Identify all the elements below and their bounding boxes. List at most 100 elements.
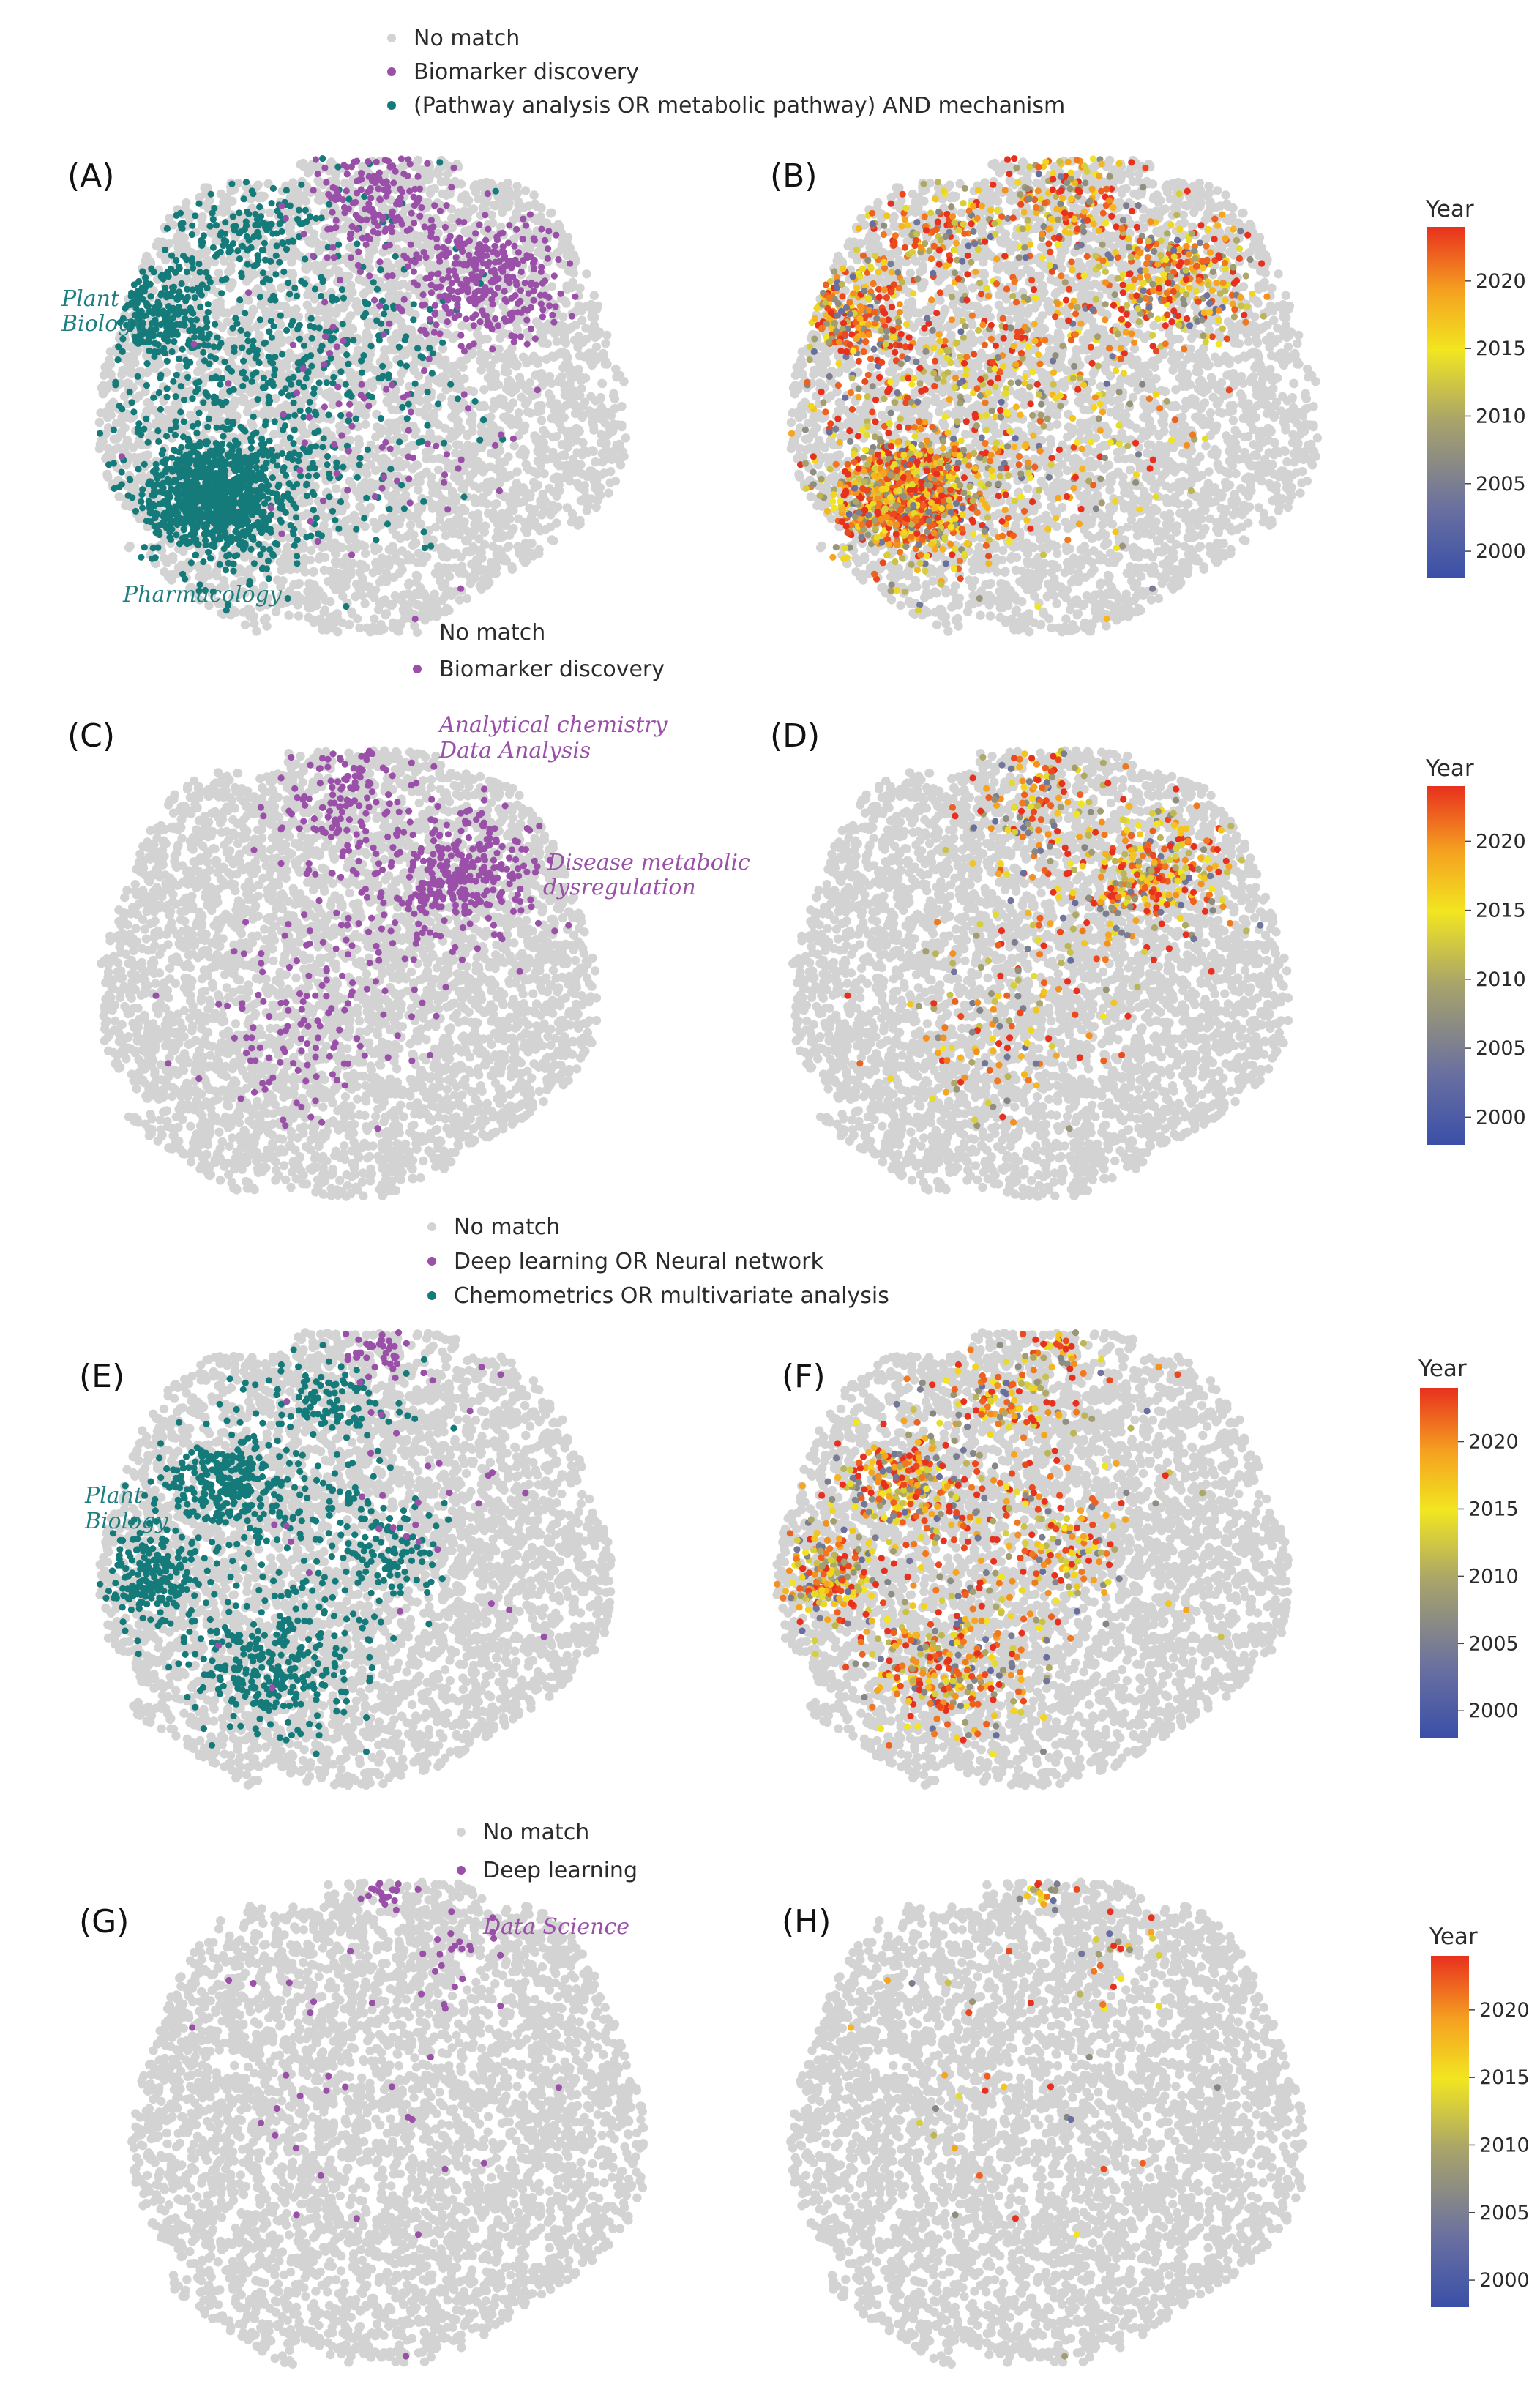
no-match-point: [534, 481, 542, 490]
no-match-point: [601, 441, 610, 450]
no-match-point: [484, 509, 493, 518]
no-match-point: [345, 620, 354, 629]
no-match-point: [457, 194, 466, 203]
no-match-point: [479, 360, 487, 369]
no-match-point: [469, 204, 478, 213]
no-match-point: [523, 397, 532, 406]
no-match-point: [422, 455, 430, 463]
teal-match-point: [167, 521, 173, 528]
no-match-point: [371, 433, 380, 441]
teal-match-point: [220, 424, 226, 430]
no-match-point: [254, 181, 263, 190]
no-match-point: [332, 545, 341, 553]
no-match-point: [371, 586, 380, 594]
no-match-point: [102, 453, 111, 462]
no-match-point: [463, 431, 471, 440]
no-match-point: [422, 404, 430, 413]
no-match-point: [234, 303, 243, 312]
teal-match-point: [127, 476, 133, 482]
no-match-point: [563, 354, 572, 363]
no-match-point: [498, 474, 507, 482]
no-match-point: [124, 357, 132, 366]
no-match-point: [598, 379, 607, 388]
no-match-point: [561, 451, 569, 460]
no-match-point: [495, 345, 504, 354]
no-match-point: [455, 595, 464, 604]
teal-match-point: [286, 480, 293, 487]
no-match-point: [283, 542, 292, 551]
no-match-point: [428, 504, 437, 512]
no-match-point: [389, 419, 398, 428]
no-match-point: [582, 269, 591, 278]
teal-match-point: [272, 540, 279, 547]
no-match-point: [437, 177, 446, 186]
no-match-point: [266, 209, 274, 217]
no-match-point: [522, 359, 531, 367]
no-match-point: [566, 477, 575, 485]
teal-match-point: [265, 558, 272, 564]
no-match-point: [539, 495, 548, 504]
no-match-point: [586, 494, 595, 503]
no-match-point: [141, 387, 149, 396]
no-match-point: [366, 627, 375, 636]
no-match-point: [300, 430, 309, 438]
no-match-point: [487, 477, 496, 486]
no-match-point: [488, 542, 497, 550]
no-match-point: [223, 318, 231, 326]
no-match-point: [441, 531, 450, 540]
teal-match-point: [201, 531, 208, 537]
no-match-point: [99, 389, 108, 398]
no-match-point: [486, 463, 495, 471]
no-match-point: [100, 363, 109, 372]
teal-match-point: [172, 487, 179, 494]
teal-match-point: [153, 461, 160, 468]
no-match-point: [460, 374, 468, 383]
no-match-point: [575, 284, 584, 293]
no-match-point: [525, 504, 534, 512]
no-match-point: [387, 335, 396, 344]
no-match-point: [455, 441, 463, 449]
no-match-point: [497, 530, 506, 539]
teal-match-point: [141, 544, 148, 550]
teal-match-point: [290, 528, 296, 535]
teal-match-point: [169, 468, 176, 474]
no-match-point: [384, 555, 393, 564]
no-match-point: [512, 485, 521, 494]
no-match-point: [454, 427, 463, 436]
no-match-point: [302, 509, 311, 518]
teal-match-point: [266, 575, 272, 582]
teal-match-point: [139, 504, 146, 511]
no-match-point: [534, 355, 542, 364]
no-match-point: [411, 460, 420, 469]
teal-match-point: [200, 558, 206, 565]
teal-match-point: [111, 460, 117, 466]
no-match-point: [345, 243, 354, 252]
no-match-point: [570, 400, 579, 408]
teal-match-point: [205, 515, 212, 521]
no-match-point: [331, 557, 340, 566]
no-match-point: [598, 449, 607, 458]
no-match-point: [267, 406, 276, 415]
teal-match-point: [202, 542, 209, 548]
no-match-point: [296, 160, 304, 169]
no-match-point: [313, 315, 322, 324]
no-match-point: [448, 223, 457, 232]
no-match-point: [353, 614, 362, 623]
no-match-point: [524, 523, 533, 531]
teal-match-point: [193, 430, 200, 436]
no-match-point: [489, 201, 498, 209]
teal-match-point: [138, 498, 144, 505]
no-match-point: [377, 457, 386, 466]
no-match-point: [261, 307, 270, 315]
no-match-point: [487, 382, 496, 391]
teal-match-point: [195, 541, 201, 548]
no-match-point: [253, 284, 262, 293]
no-match-point: [322, 427, 331, 436]
no-match-point: [294, 600, 302, 609]
no-match-point: [214, 269, 223, 277]
no-match-point: [590, 291, 599, 300]
no-match-point: [352, 539, 361, 548]
no-match-point: [420, 609, 429, 618]
no-match-point: [393, 594, 402, 603]
no-match-point: [129, 443, 138, 452]
